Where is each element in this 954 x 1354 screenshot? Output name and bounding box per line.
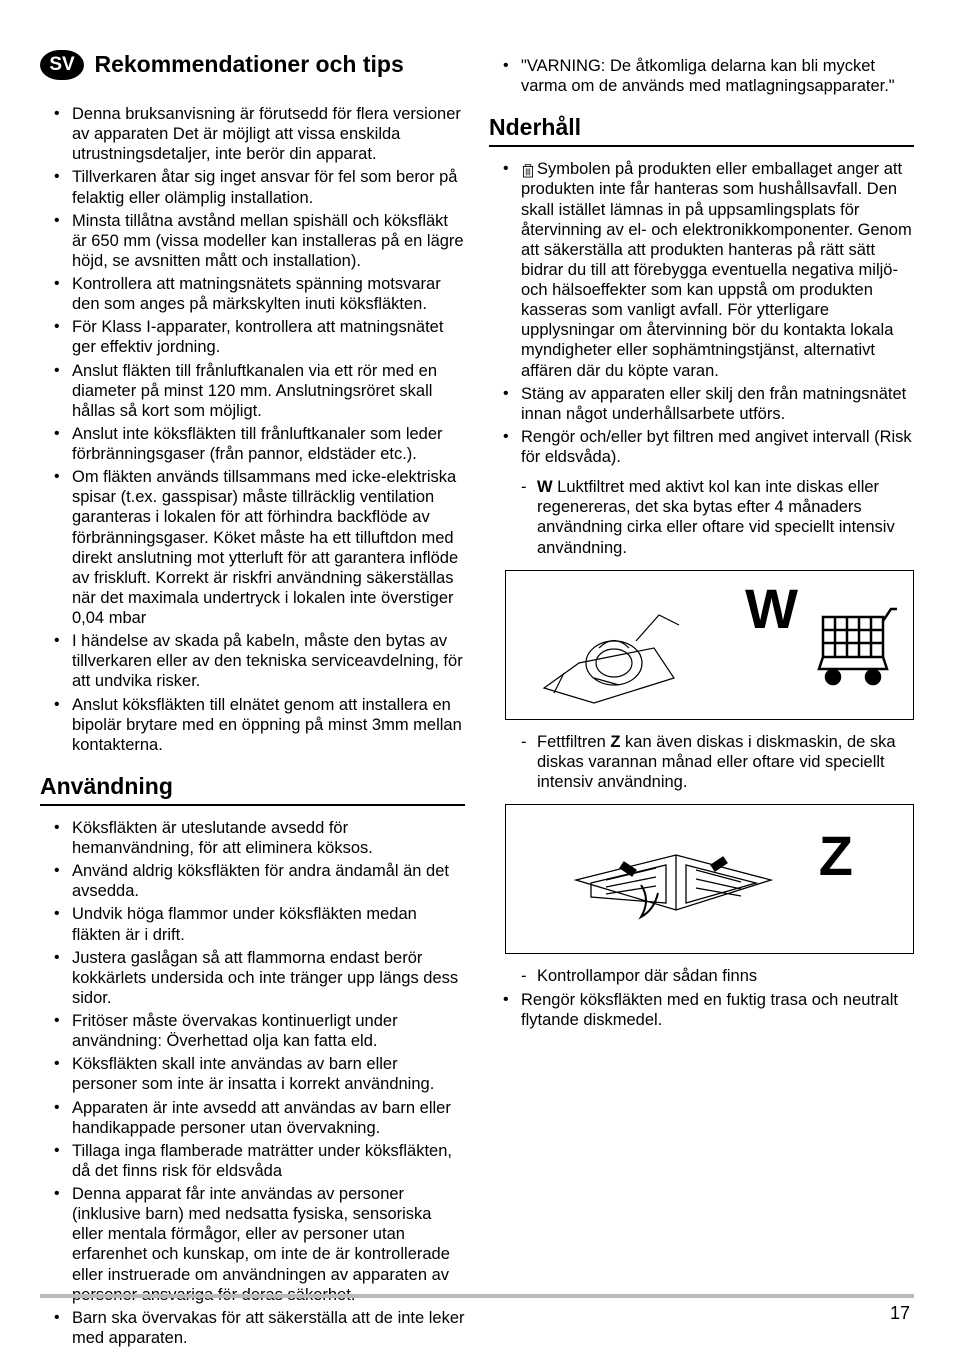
intro-bullet-list: Denna bruksanvisning är förutsedd för fl… [40, 104, 465, 755]
sub-list-w: W Luktfiltret med aktivt kol kan inte di… [489, 477, 914, 558]
list-item: Använd aldrig köksfläkten för andra ända… [40, 861, 465, 901]
sub-z-text-a: Fettfiltren [537, 733, 610, 751]
list-item: Tillverkaren åtar sig inget ansvar för f… [40, 167, 465, 207]
filter-diagram-icon [546, 825, 796, 945]
list-item: "VARNING: De åtkomliga delarna kan bli m… [489, 56, 914, 96]
list-item: Köksfläkten är uteslutande avsedd för he… [40, 818, 465, 858]
list-item: Justera gaslågan så att flammorna endast… [40, 948, 465, 1008]
list-item: Kontrollera att matningsnätets spänning … [40, 274, 465, 314]
left-column: SV Rekommendationer och tips Denna bruks… [40, 50, 465, 1351]
filter-letter-z: Z [610, 733, 620, 751]
list-item: Rengör och/eller byt filtren med angivet… [489, 427, 914, 467]
list-item: Rengör köksfläkten med en fuktig trasa o… [489, 990, 914, 1030]
list-item: Anslut inte köksfläkten till frånluftkan… [40, 424, 465, 464]
list-item: Tillaga inga flamberade maträtter under … [40, 1141, 465, 1181]
list-item: Anslut fläkten till frånluftkanalen via … [40, 361, 465, 421]
sub-item-lamp: Kontrollampor där sådan finns [489, 966, 914, 986]
list-item: Denna bruksanvisning är förutsedd för fl… [40, 104, 465, 164]
recycle-text: Symbolen på produkten eller emballaget a… [521, 160, 912, 379]
figure-z: Z [505, 804, 914, 954]
list-item: Barn ska övervakas för att säkerställa a… [40, 1308, 465, 1348]
use-bullet-list: Köksfläkten är uteslutande avsedd för he… [40, 818, 465, 1348]
recycle-bin-icon [521, 162, 535, 178]
list-item: Köksfläkten skall inte användas av barn … [40, 1054, 465, 1094]
shopping-cart-icon [809, 599, 899, 689]
list-item: Denna apparat får inte användas av perso… [40, 1184, 465, 1305]
list-item: Stäng av apparaten eller skilj den från … [489, 384, 914, 424]
list-item: Anslut köksfläkten till elnätet genom at… [40, 695, 465, 755]
list-item: I händelse av skada på kabeln, måste den… [40, 631, 465, 691]
figure-letter-z: Z [819, 823, 853, 888]
sub-w-text: Luktfiltret med aktivt kol kan inte disk… [537, 478, 895, 556]
list-item: Undvik höga flammor under köksfläkten me… [40, 904, 465, 944]
sub-list-lamp: Kontrollampor där sådan finns [489, 966, 914, 986]
list-item: För Klass I-apparater, kontrollera att m… [40, 317, 465, 357]
page-number: 17 [890, 1303, 910, 1324]
list-item: Apparaten är inte avsedd att användas av… [40, 1098, 465, 1138]
list-item: Fritöser måste övervakas kontinuerligt u… [40, 1011, 465, 1051]
document-title: Rekommendationer och tips [94, 51, 403, 77]
section-heading-use: Användning [40, 773, 465, 806]
footer-rule [40, 1294, 914, 1298]
maintenance-bullet-list: Symbolen på produkten eller emballaget a… [489, 159, 914, 467]
sub-item-z: Fettfiltren Z kan även diskas i diskmask… [489, 732, 914, 792]
sub-item-w: W Luktfiltret med aktivt kol kan inte di… [489, 477, 914, 558]
language-badge: SV [40, 50, 84, 80]
list-item: Minsta tillåtna avstånd mellan spishäll … [40, 211, 465, 271]
maintenance-last-list: Rengör köksfläkten med en fuktig trasa o… [489, 990, 914, 1030]
figure-w: W [505, 570, 914, 720]
warning-list: "VARNING: De åtkomliga delarna kan bli m… [489, 56, 914, 96]
sub-list-z: Fettfiltren Z kan även diskas i diskmask… [489, 732, 914, 792]
list-item: Symbolen på produkten eller emballaget a… [489, 159, 914, 380]
hood-diagram-icon [524, 593, 724, 713]
list-item: Om fläkten används tillsammans med icke-… [40, 467, 465, 628]
right-column: "VARNING: De åtkomliga delarna kan bli m… [489, 50, 914, 1351]
figure-letter-w: W [745, 576, 798, 641]
title-row: SV Rekommendationer och tips [40, 50, 465, 80]
filter-letter-w: W [537, 478, 553, 496]
section-heading-maintenance: Nderhåll [489, 114, 914, 147]
